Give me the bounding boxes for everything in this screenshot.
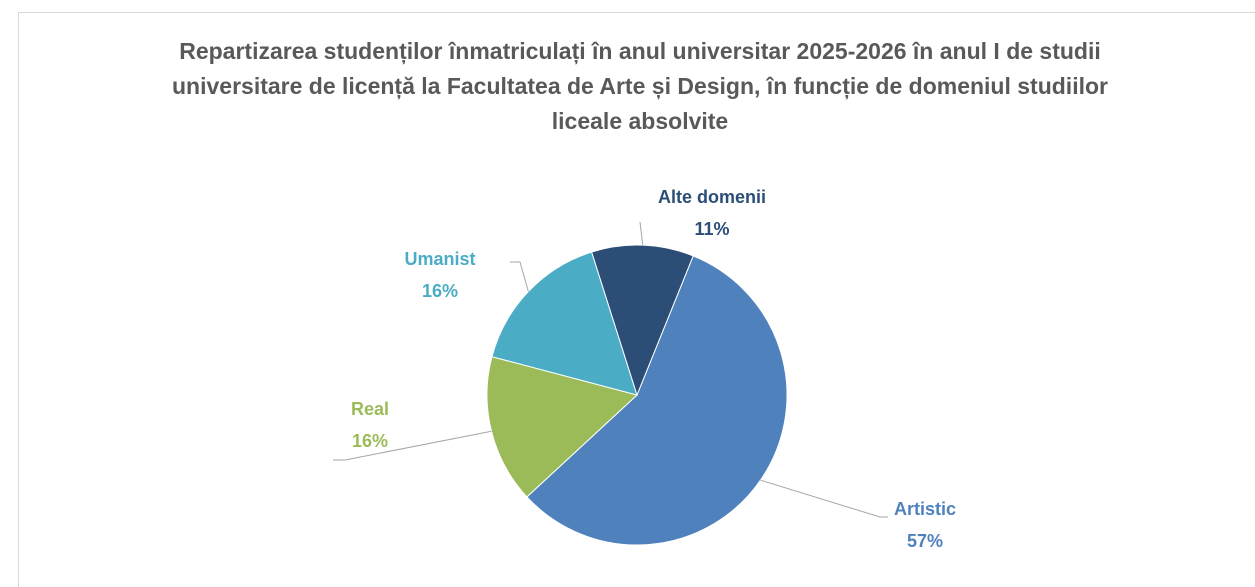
leader-line: [639, 221, 644, 246]
leader-line: [333, 430, 492, 461]
data-label-name: Alte domenii: [658, 187, 766, 207]
leader-line: [760, 479, 888, 518]
data-label-name: Umanist: [404, 249, 475, 269]
chart-title: Repartizarea studenților înmatriculați î…: [172, 38, 1108, 134]
leader-line: [510, 261, 529, 292]
pie-slice: [486, 356, 639, 498]
data-label-value: 57%: [907, 531, 943, 551]
data-label-name: Artistic: [894, 499, 956, 519]
pie-slice: [591, 244, 694, 397]
data-label-name: Real: [351, 399, 389, 419]
chart-frame: [18, 12, 1255, 587]
data-label-value: 16%: [422, 281, 458, 301]
pie-slice: [491, 251, 638, 396]
data-label-value: 16%: [352, 431, 388, 451]
pie-slice: [526, 255, 788, 546]
data-label-value: 11%: [694, 219, 729, 239]
